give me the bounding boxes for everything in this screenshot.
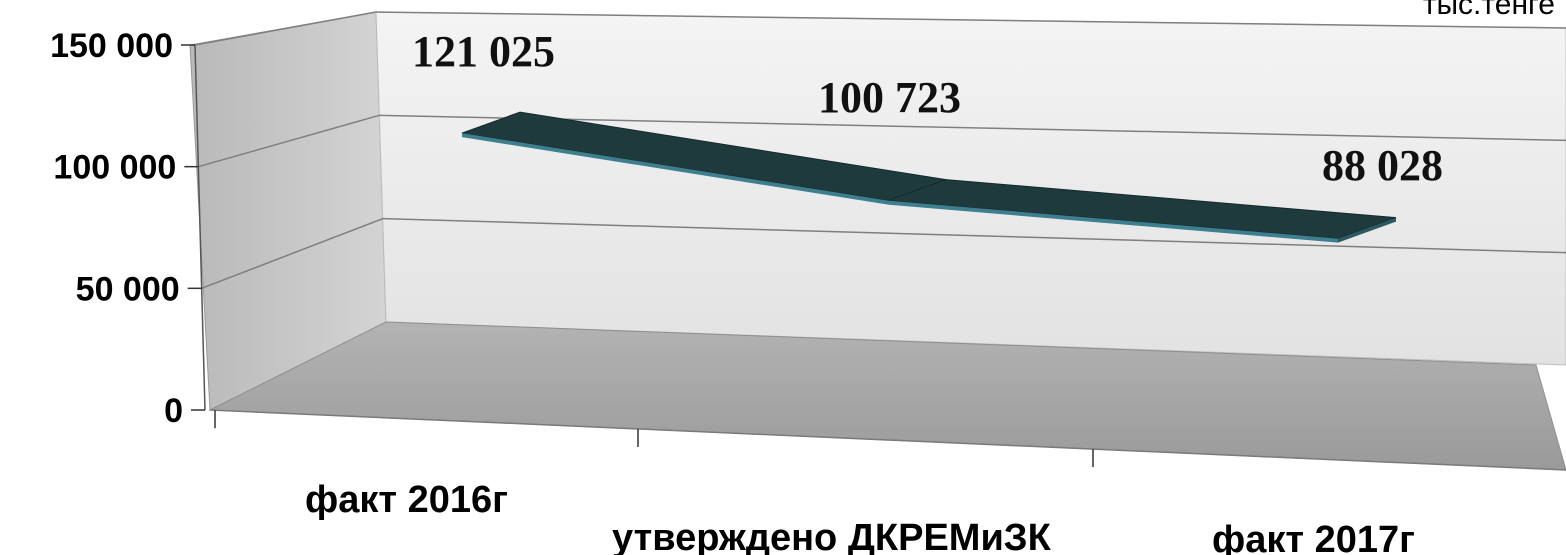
data-label: 121 025 (412, 27, 555, 76)
y-axis-line (194, 44, 206, 411)
x-axis-line (209, 409, 1566, 471)
series-line (461, 111, 1397, 243)
x-tick-label: факт 2016г (305, 479, 508, 521)
line-end-cap (1338, 217, 1396, 243)
gridline-side (198, 114, 380, 168)
data-label: 88 028 (1322, 141, 1443, 190)
line-segment-edge (462, 133, 888, 205)
labels: 0 50 000 100 000 150 000 факт 2016г утвержден… (50, 27, 1443, 555)
gridlines (194, 11, 1566, 290)
axes (181, 44, 1566, 471)
x-tick-label: факт 2017г (1212, 519, 1415, 555)
gridline-side (201, 217, 383, 290)
unit-label: тыс.тенге (1423, 0, 1555, 21)
gridline-back (382, 217, 1566, 254)
gridline-back (375, 11, 1566, 29)
y-tick-label: 100 000 (53, 149, 176, 187)
y-tick-label: 50 000 (76, 270, 180, 308)
x-tick-label: утверждено ДКРЕМиЗК (612, 517, 1052, 555)
line-segment-edge (888, 200, 1338, 243)
gridline-back (379, 114, 1566, 142)
data-label: 100 723 (818, 73, 961, 122)
y-tick-label: 150 000 (50, 27, 173, 65)
gridline-side (194, 11, 377, 46)
y-tick-label: 0 (164, 392, 183, 430)
